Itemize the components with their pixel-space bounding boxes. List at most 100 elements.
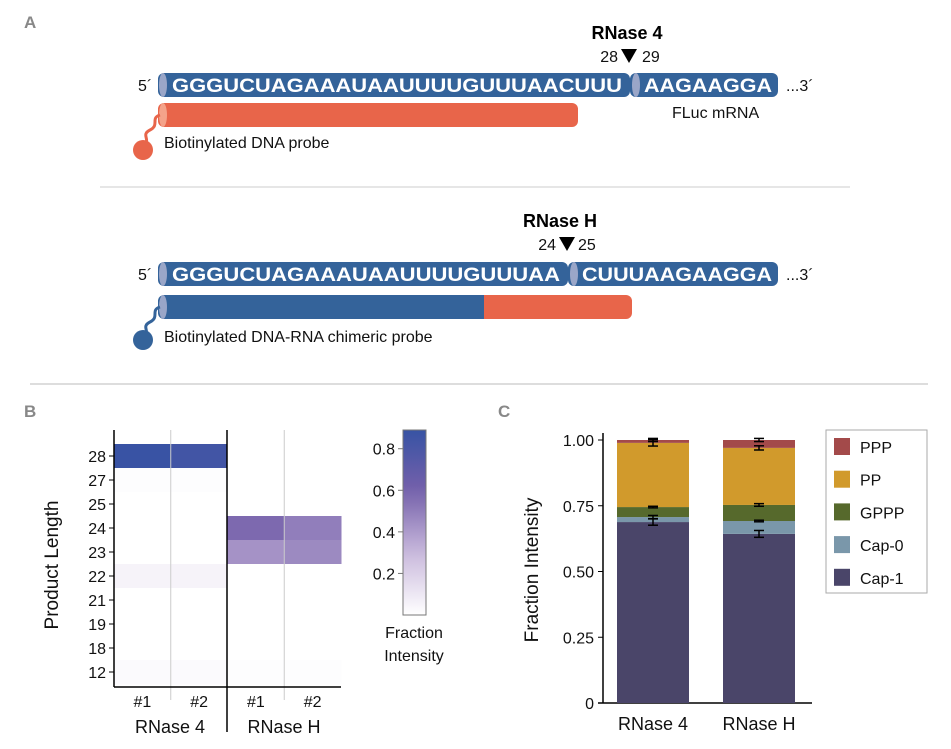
y-tick-label: 1.00	[563, 433, 594, 450]
x-tick-label: #1	[247, 694, 265, 711]
heatmap: 28 27 25 24 23 22 21 19 18 12 #1 #2 #1 #2 0.8 0.6 0.4 0.2	[88, 429, 427, 732]
y-tick-label: 19	[88, 617, 106, 634]
cut-right: 25	[578, 237, 596, 254]
strand-cap	[159, 262, 167, 286]
heatmap-cell	[227, 660, 285, 685]
heatmap-cell	[114, 444, 172, 469]
y-tick-label: 23	[88, 545, 106, 562]
heatmap-cell	[284, 516, 342, 541]
legend-label: Cap-0	[860, 538, 904, 555]
heatmap-cell	[170, 444, 228, 469]
heatmap-cell	[114, 564, 172, 589]
heatmap-cell	[284, 636, 342, 661]
colorbar	[402, 429, 427, 616]
mrna-label: FLuc mRNA	[672, 105, 759, 122]
biotin-icon	[133, 140, 153, 160]
x-tick-label: #1	[133, 694, 151, 711]
heatmap-cell	[114, 540, 172, 565]
colorbar-label: Fraction	[385, 625, 443, 642]
biotin-icon	[133, 330, 153, 350]
heatmap-cell	[227, 444, 285, 469]
heatmap-cell	[170, 564, 228, 589]
dna-probe	[158, 103, 578, 127]
legend-label: PPP	[860, 440, 892, 457]
rna-strand-right	[568, 262, 778, 286]
legend-swatch	[834, 470, 850, 488]
y-tick-label: 21	[88, 593, 106, 610]
rna-probe-part	[470, 295, 632, 319]
bar-segment-pp	[617, 442, 689, 508]
probe-label: Biotinylated DNA-RNA chimeric probe	[164, 329, 433, 346]
x-tick-label: RNase 4	[618, 714, 688, 734]
legend-swatch	[834, 536, 850, 554]
heatmap-cell	[284, 492, 342, 517]
heatmap-cell	[114, 588, 172, 613]
heatmap-cell	[284, 612, 342, 637]
sequence-right: CUUUAAGAAGGA	[582, 265, 772, 286]
legend-label: Cap-1	[860, 571, 904, 588]
group-label: RNase H	[247, 717, 320, 737]
y-tick-label: 12	[88, 665, 106, 682]
heatmap-cell	[284, 468, 342, 493]
strand-cap	[570, 262, 578, 286]
heatmap-cell	[227, 468, 285, 493]
bar-segment-gppp	[723, 504, 795, 522]
bar-segment-cap-1	[723, 533, 795, 703]
x-tick-label: #2	[190, 694, 208, 711]
legend-swatch	[834, 438, 850, 455]
rna-strand-left	[158, 73, 630, 97]
sequence-right: AAGAAGGA	[644, 76, 772, 97]
y-tick-label: 24	[88, 521, 106, 538]
heatmap-cell	[170, 516, 228, 541]
colorbar-tick-label: 0.2	[373, 566, 395, 583]
three-prime: ...3´	[786, 78, 814, 95]
heatmap-cell	[227, 492, 285, 517]
heatmap-cell	[114, 636, 172, 661]
heatmap-cell	[227, 540, 285, 565]
colorbar-tick-label: 0.8	[373, 442, 395, 459]
enzyme-title: RNase H	[523, 211, 597, 231]
heatmap-cell	[114, 492, 172, 517]
heatmap-cell	[227, 564, 285, 589]
heatmap-cell	[170, 468, 228, 493]
panel-label-a: A	[24, 13, 36, 32]
enzyme-title: RNase 4	[591, 23, 662, 43]
cut-left: 28	[600, 49, 618, 66]
heatmap-cell	[227, 516, 285, 541]
cut-triangle-icon	[559, 237, 575, 251]
heatmap-cell	[284, 444, 342, 469]
cut-left: 24	[538, 237, 556, 254]
probe-joint	[470, 295, 484, 319]
y-tick-label: 25	[88, 497, 106, 514]
bar-segment-cap-1	[617, 522, 689, 703]
panel-label-b: B	[24, 402, 36, 421]
cut-right: 29	[642, 49, 660, 66]
diagram-rnase4: RNase 4 28 29 5´ GGGUCUAGAAAUAAUUUUGUUUA…	[133, 23, 814, 160]
y-tick-label: 22	[88, 569, 106, 586]
y-tick-label: 28	[88, 449, 106, 466]
heatmap-cell	[284, 540, 342, 565]
rna-strand-right	[630, 73, 778, 97]
rna-strand-left	[158, 262, 568, 286]
x-tick-label: RNase H	[722, 714, 795, 734]
probe-cap	[159, 295, 167, 319]
heatmap-cell	[114, 516, 172, 541]
heatmap-ylabel: Product Length	[42, 501, 63, 630]
diagram-rnaseh: RNase H 24 25 5´ GGGUCUAGAAAUAAUUUUGUUUA…	[133, 211, 814, 350]
heatmap-cell	[114, 660, 172, 685]
legend-label: PP	[860, 473, 881, 490]
legend-label: GPPP	[860, 505, 904, 522]
strand-cap	[159, 73, 167, 97]
sequence-left: GGGUCUAGAAAUAAUUUUGUUUAA	[172, 265, 560, 286]
heatmap-cell	[170, 636, 228, 661]
heatmap-cell	[170, 660, 228, 685]
five-prime: 5´	[138, 78, 152, 95]
heatmap-cell	[284, 564, 342, 589]
group-label: RNase 4	[135, 717, 205, 737]
three-prime: ...3´	[786, 267, 814, 284]
cut-triangle-icon	[621, 49, 637, 63]
heatmap-cell	[170, 492, 228, 517]
strand-cap	[632, 73, 640, 97]
panel-label-c: C	[498, 402, 510, 421]
